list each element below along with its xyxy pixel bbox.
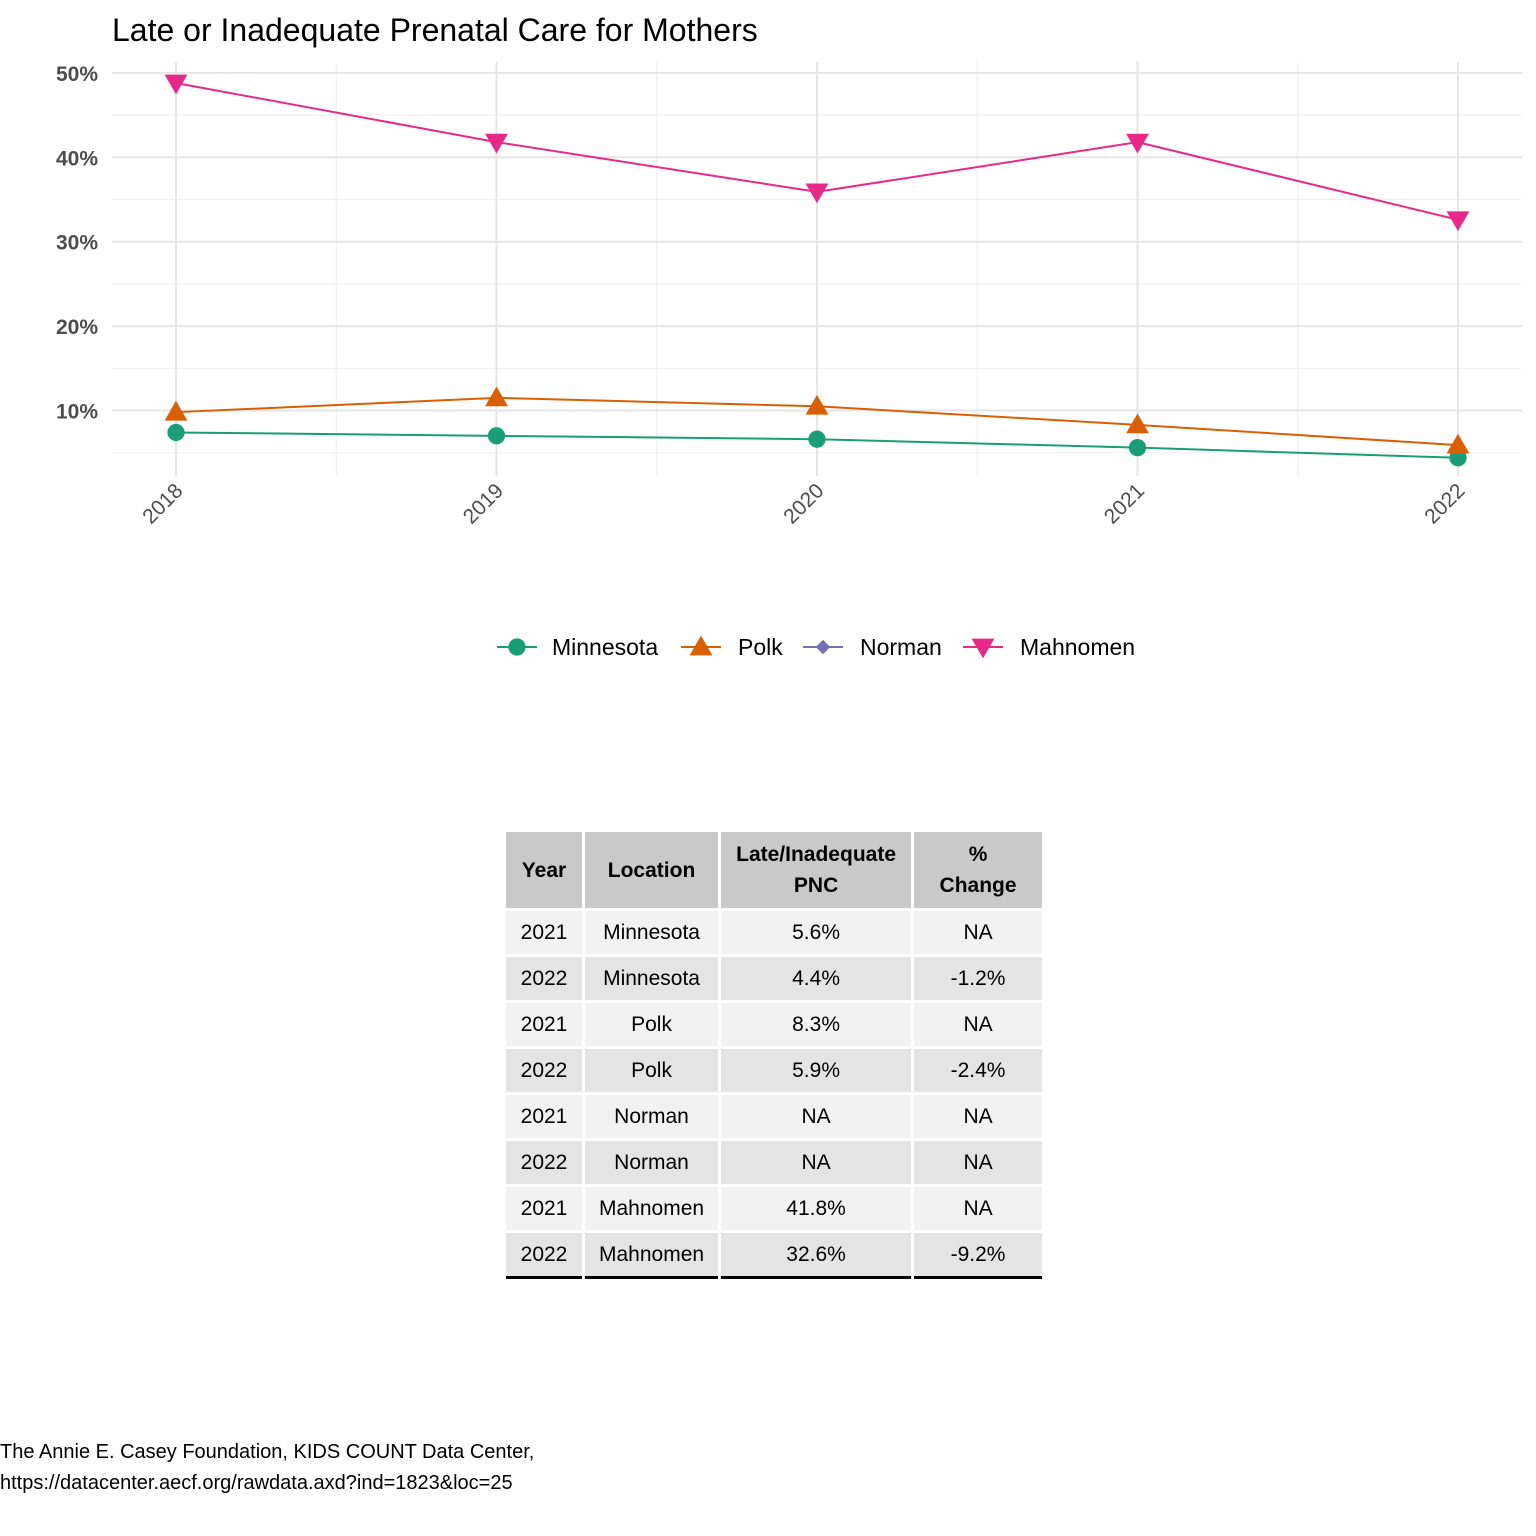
- legend-label: Polk: [738, 634, 783, 660]
- cell-percent-change: -1.2%: [911, 954, 1043, 1002]
- data-point-mahnomen: [805, 183, 829, 204]
- header-percent-change: % Change: [911, 832, 1043, 911]
- cell-location: Mahnomen: [581, 1230, 722, 1278]
- x-tick-label: 2021: [1100, 479, 1149, 528]
- data-point-minnesota: [1128, 438, 1147, 457]
- data-point-polk: [1446, 433, 1470, 454]
- legend-item-norman: Norman: [803, 634, 942, 660]
- source-line-2: https://datacenter.aecf.org/rawdata.axd?…: [0, 1472, 513, 1494]
- y-tick-label: 30%: [56, 232, 98, 255]
- cell-year: 2021: [506, 1092, 585, 1140]
- cell-year: 2022: [506, 954, 585, 1002]
- series-markers: [164, 74, 1470, 467]
- legend-key-marker: [971, 638, 995, 659]
- cell-late-pnc: NA: [718, 1092, 915, 1140]
- chart-title: Late or Inadequate Prenatal Care for Mot…: [112, 12, 758, 48]
- cell-percent-change: -2.4%: [911, 1046, 1043, 1094]
- y-axis: 10% 20% 30% 40% 50%: [56, 63, 98, 424]
- cell-location: Norman: [581, 1138, 722, 1186]
- cell-location: Mahnomen: [581, 1184, 722, 1232]
- legend-label: Mahnomen: [1020, 634, 1135, 660]
- legend-label: Norman: [860, 634, 942, 660]
- cell-percent-change: NA: [911, 908, 1043, 956]
- table-row: 2021 Norman NA NA: [506, 1092, 1043, 1140]
- legend-label: Minnesota: [552, 634, 658, 660]
- cell-late-pnc: 8.3%: [718, 1000, 915, 1048]
- table-row: 2021 Polk 8.3% NA: [506, 1000, 1043, 1048]
- line-chart: Late or Inadequate Prenatal Care for Mot…: [56, 12, 1522, 660]
- cell-late-pnc: 4.4%: [718, 954, 915, 1002]
- header-year: Year: [506, 832, 585, 911]
- source-note: The Annie E. Casey Foundation, KIDS COUN…: [0, 1437, 534, 1499]
- cell-late-pnc: 5.9%: [718, 1046, 915, 1094]
- x-tick-label: 2018: [138, 479, 187, 528]
- legend-key-marker: [815, 639, 831, 655]
- legend-item-mahnomen: Mahnomen: [963, 634, 1135, 660]
- summary-table: Year Location Late/Inadequate PNC % Chan…: [506, 832, 1043, 1279]
- cell-location: Norman: [581, 1092, 722, 1140]
- data-point-mahnomen: [485, 133, 508, 154]
- header-location: Location: [581, 832, 722, 911]
- summary-table-container: Year Location Late/Inadequate PNC % Chan…: [506, 832, 1043, 1279]
- x-tick-label: 2022: [1420, 479, 1469, 528]
- source-line-1: The Annie E. Casey Foundation, KIDS COUN…: [0, 1441, 535, 1463]
- y-tick-label: 20%: [56, 316, 98, 339]
- y-tick-label: 10%: [56, 401, 98, 424]
- cell-location: Polk: [581, 1046, 722, 1094]
- data-point-mahnomen: [1126, 133, 1149, 154]
- table-header-row: Year Location Late/Inadequate PNC % Chan…: [506, 832, 1043, 911]
- legend-key-marker: [689, 635, 713, 656]
- data-point-minnesota: [167, 423, 185, 442]
- cell-location: Minnesota: [581, 908, 722, 956]
- cell-year: 2022: [506, 1230, 585, 1278]
- chart-grid: [112, 62, 1522, 476]
- x-tick-label: 2019: [459, 479, 508, 528]
- cell-late-pnc: 5.6%: [718, 908, 915, 956]
- cell-percent-change: -9.2%: [911, 1230, 1043, 1278]
- table-row: 2021 Minnesota 5.6% NA: [506, 908, 1043, 956]
- x-axis: 2018 2019 2020 2021 2022: [138, 479, 1469, 528]
- cell-percent-change: NA: [911, 1184, 1043, 1232]
- table-row: 2022 Norman NA NA: [506, 1138, 1043, 1186]
- cell-year: 2022: [506, 1046, 585, 1094]
- cell-year: 2021: [506, 1184, 585, 1232]
- legend-item-polk: Polk: [681, 634, 783, 660]
- cell-late-pnc: 41.8%: [718, 1184, 915, 1232]
- data-point-minnesota: [808, 430, 826, 448]
- cell-percent-change: NA: [911, 1000, 1043, 1048]
- table-row: 2022 Polk 5.9% -2.4%: [506, 1046, 1043, 1094]
- cell-percent-change: NA: [911, 1138, 1043, 1186]
- legend: Minnesota Polk Norman Mahnomen: [497, 634, 1135, 660]
- cell-late-pnc: 32.6%: [718, 1230, 915, 1278]
- data-point-polk: [805, 394, 829, 415]
- cell-late-pnc: NA: [718, 1138, 915, 1186]
- cell-location: Minnesota: [581, 954, 722, 1002]
- table-row: 2021 Mahnomen 41.8% NA: [506, 1184, 1043, 1232]
- table-body: 2021 Minnesota 5.6% NA 2022 Minnesota 4.4% -1.2…: [506, 908, 1043, 1278]
- data-point-mahnomen: [164, 74, 188, 95]
- cell-year: 2021: [506, 908, 585, 956]
- data-point-polk: [164, 400, 188, 421]
- y-tick-label: 50%: [56, 63, 98, 86]
- y-tick-label: 40%: [56, 147, 98, 170]
- data-point-mahnomen: [1446, 211, 1470, 232]
- cell-location: Polk: [581, 1000, 722, 1048]
- data-point-polk: [1126, 413, 1149, 434]
- table-row: 2022 Mahnomen 32.6% -9.2%: [506, 1230, 1043, 1278]
- cell-year: 2022: [506, 1138, 585, 1186]
- data-point-minnesota: [487, 427, 506, 445]
- legend-key-marker: [508, 638, 526, 656]
- legend-item-minnesota: Minnesota: [497, 634, 658, 660]
- header-late-pnc: Late/Inadequate PNC: [718, 832, 915, 911]
- table-row: 2022 Minnesota 4.4% -1.2%: [506, 954, 1043, 1002]
- data-point-polk: [485, 386, 508, 407]
- x-tick-label: 2020: [779, 479, 828, 528]
- cell-year: 2021: [506, 1000, 585, 1048]
- cell-percent-change: NA: [911, 1092, 1043, 1140]
